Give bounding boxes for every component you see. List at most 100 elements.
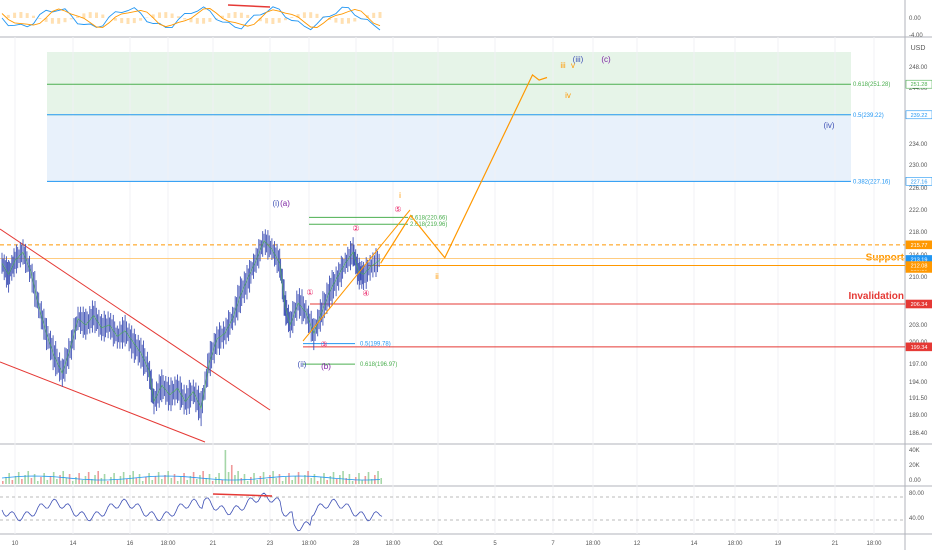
- volume-bar: [164, 475, 166, 484]
- price-marker-label: 213.19: [911, 257, 928, 263]
- volume-bar: [294, 476, 297, 484]
- volume-bar: [227, 472, 230, 484]
- price-marker-badge: [905, 177, 932, 186]
- price-ma-line: [1, 239, 381, 410]
- volume-bar: [250, 477, 252, 484]
- price-marker-badge: [905, 299, 932, 309]
- price-marker-label: 199.34: [911, 345, 928, 351]
- time-axis[interactable]: 10 14 16 18:00 21 23 18:00 28 18:00 Oct 5 7 18:00 12 1…: [12, 541, 883, 547]
- wave-label: ii: [435, 272, 439, 281]
- time-tick-label: 14: [70, 541, 77, 547]
- time-tick-label: 12: [634, 541, 641, 547]
- volume-bar: [49, 476, 52, 484]
- price-tick-label: 194.00: [909, 380, 928, 386]
- volume-bar: [46, 480, 49, 484]
- volume-bar: [202, 471, 204, 484]
- wave-label: v: [571, 61, 575, 70]
- oscillator-line-slow: [1, 8, 381, 28]
- volume-bar: [269, 475, 271, 484]
- wave-label: (i): [272, 199, 279, 208]
- volume-bar: [291, 480, 293, 484]
- price-marker-label: 212.08: [911, 264, 928, 270]
- fib-zone-blue: [47, 116, 851, 182]
- fib-level-label: 0.618(196.97): [360, 362, 397, 368]
- volume-bar: [278, 474, 281, 484]
- volume-bar: [148, 473, 150, 484]
- volume-bar: [240, 478, 243, 484]
- volume-bar: [380, 478, 383, 484]
- wave-label: (iv): [823, 121, 834, 130]
- fib-level-label: 0.382(227.16): [853, 179, 890, 185]
- grid: [14, 37, 875, 534]
- volume-bar: [65, 478, 68, 484]
- wave-label: (a): [280, 199, 290, 208]
- volume-bar: [348, 474, 351, 484]
- volume-bar: [300, 479, 303, 484]
- wave-label: iv: [565, 91, 571, 100]
- time-tick-label: 16: [127, 541, 134, 547]
- volume-bar: [281, 481, 284, 484]
- volume-bar: [275, 478, 278, 484]
- volume-bar: [132, 471, 134, 484]
- volume-bar: [103, 474, 106, 484]
- wave-label: i: [399, 191, 401, 200]
- price-tick-label: 226.00: [909, 186, 928, 192]
- volume-bar: [36, 481, 39, 484]
- falling-wedge: [0, 228, 271, 443]
- price-marker-badge: [905, 110, 932, 120]
- volume-bar: [87, 472, 90, 484]
- time-tick-label: 5: [493, 541, 497, 547]
- volume-bar: [345, 478, 348, 484]
- wave-label: ①: [306, 288, 313, 297]
- volume-tick: 40K: [909, 448, 920, 454]
- volume-bar: [122, 472, 125, 484]
- price-marker-label: 227.16: [911, 179, 928, 185]
- rsi-tick: 40.00: [909, 516, 925, 522]
- price-series: [1, 229, 381, 427]
- volume-bar: [186, 480, 189, 484]
- volume-bar: [370, 479, 373, 484]
- volume-bar: [59, 475, 61, 484]
- price-tick-label: 244.00: [909, 86, 928, 92]
- time-tick-label: 19: [775, 541, 782, 547]
- volume-bar: [167, 471, 169, 484]
- volume-bar: [173, 474, 176, 484]
- price-marker-label: 239.22: [911, 113, 928, 119]
- price-marker-badge: [905, 261, 932, 270]
- fib-level-label: 2.618(220.66): [410, 215, 447, 221]
- price-tick-label: 191.50: [909, 396, 928, 402]
- volume-bar: [157, 472, 160, 484]
- volume-bar: [126, 479, 128, 484]
- price-axis[interactable]: 248.00244.00239.00234.00230.00226.00222.…: [909, 65, 928, 437]
- price-marker-badge: [905, 240, 932, 250]
- volume-bar: [342, 471, 344, 484]
- oscillator-divergence-line: [227, 4, 271, 8]
- volume-bar: [40, 477, 42, 484]
- price-marker-label: 206.34: [911, 302, 928, 308]
- volume-bar: [316, 481, 319, 484]
- volume-tick: 20K: [909, 463, 920, 469]
- volume-bar: [304, 475, 306, 484]
- price-markers: 251.28239.22227.16215.77213.19213.19212.…: [905, 79, 932, 352]
- volume-bar: [84, 476, 87, 484]
- volume-bar: [211, 481, 214, 484]
- levels: 0.618(251.28) 0.5(239.22) 0.382(227.16) 0.5…: [0, 82, 905, 368]
- volume-bar: [5, 477, 7, 484]
- volume-bar: [106, 481, 109, 484]
- volume-bar: [91, 479, 93, 484]
- volume-bar: [138, 474, 141, 484]
- volume-bar: [243, 474, 246, 484]
- volume-bar: [119, 476, 122, 484]
- wave-label: ②: [352, 224, 359, 233]
- volume-bar: [75, 477, 77, 484]
- volume-bar: [246, 481, 249, 484]
- price-marker-badge: [905, 342, 932, 352]
- wave-label: (ii): [298, 360, 307, 369]
- volume-bar: [52, 472, 55, 484]
- price-tick-label: 230.00: [909, 163, 928, 169]
- rsi-line: [1, 492, 383, 532]
- volume-bar: [285, 477, 287, 484]
- volume-bar: [100, 478, 103, 484]
